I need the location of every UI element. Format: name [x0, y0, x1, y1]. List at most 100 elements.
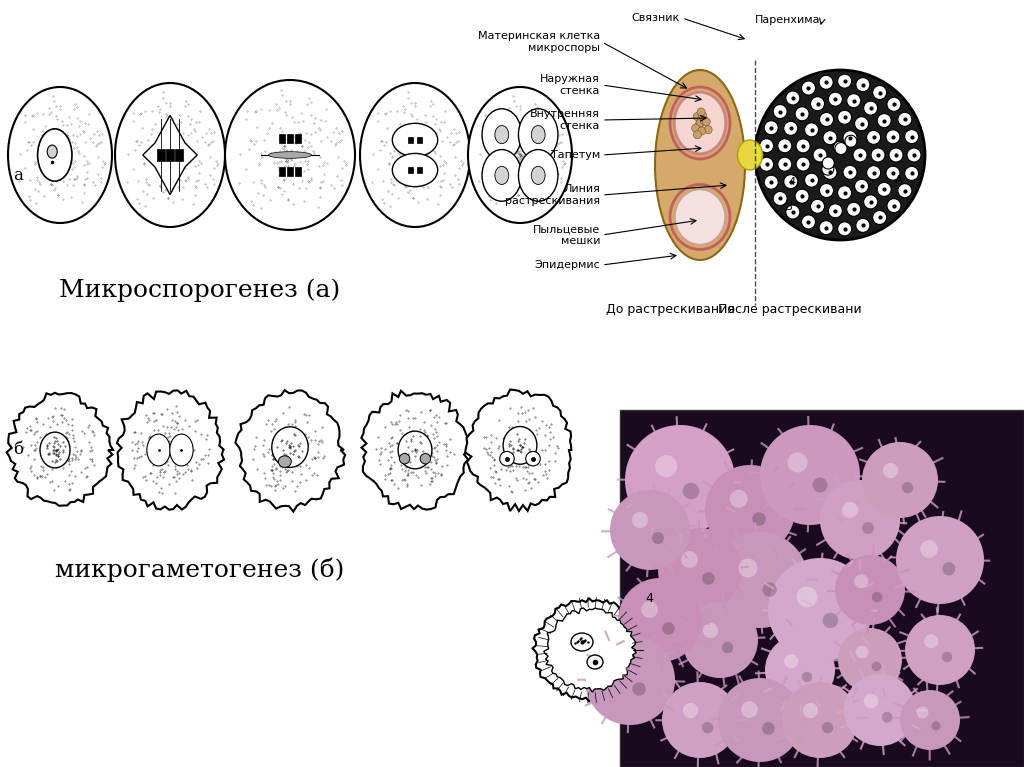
Ellipse shape	[225, 80, 355, 230]
Text: 4: 4	[788, 177, 795, 187]
Circle shape	[925, 634, 938, 648]
Text: Тапетум: Тапетум	[551, 150, 600, 160]
Ellipse shape	[778, 139, 792, 153]
Circle shape	[697, 127, 706, 135]
Ellipse shape	[360, 83, 470, 227]
Text: б: б	[13, 442, 24, 459]
Polygon shape	[236, 390, 345, 512]
Circle shape	[838, 628, 902, 692]
Circle shape	[916, 706, 929, 719]
Circle shape	[585, 635, 675, 725]
Ellipse shape	[795, 189, 809, 203]
Ellipse shape	[271, 426, 308, 467]
Ellipse shape	[811, 97, 824, 110]
Circle shape	[842, 502, 858, 518]
Ellipse shape	[805, 173, 818, 187]
Circle shape	[700, 117, 709, 124]
Circle shape	[693, 130, 701, 139]
Ellipse shape	[843, 130, 857, 145]
Ellipse shape	[518, 109, 558, 160]
Circle shape	[854, 574, 868, 588]
Bar	[295, 134, 301, 143]
Ellipse shape	[503, 426, 537, 464]
Ellipse shape	[838, 222, 852, 236]
Ellipse shape	[828, 204, 843, 218]
Ellipse shape	[795, 107, 809, 120]
Circle shape	[632, 683, 646, 696]
Circle shape	[812, 478, 827, 492]
Circle shape	[655, 456, 677, 477]
Circle shape	[905, 615, 975, 685]
Ellipse shape	[482, 109, 521, 160]
Bar	[295, 167, 301, 176]
Ellipse shape	[802, 81, 815, 95]
Ellipse shape	[655, 70, 745, 260]
Ellipse shape	[872, 85, 887, 100]
Circle shape	[718, 678, 802, 762]
Circle shape	[942, 652, 952, 662]
Circle shape	[822, 722, 834, 733]
Ellipse shape	[819, 113, 834, 127]
Ellipse shape	[907, 148, 921, 162]
Ellipse shape	[823, 130, 837, 145]
Circle shape	[883, 463, 898, 478]
Ellipse shape	[813, 148, 827, 162]
Ellipse shape	[760, 139, 773, 153]
Ellipse shape	[819, 183, 834, 198]
Circle shape	[641, 601, 657, 618]
Circle shape	[835, 555, 905, 625]
Ellipse shape	[531, 166, 545, 184]
Bar	[417, 167, 422, 173]
Ellipse shape	[878, 183, 891, 196]
Circle shape	[896, 516, 984, 604]
Circle shape	[864, 694, 879, 708]
Ellipse shape	[878, 114, 891, 127]
Circle shape	[862, 442, 938, 518]
Polygon shape	[6, 393, 113, 505]
Ellipse shape	[847, 94, 861, 107]
Ellipse shape	[525, 452, 541, 466]
Ellipse shape	[279, 456, 291, 467]
Ellipse shape	[855, 117, 868, 130]
Text: микрогаметогенез (б): микрогаметогенез (б)	[55, 558, 345, 582]
Circle shape	[730, 490, 748, 508]
Ellipse shape	[392, 153, 437, 186]
Ellipse shape	[886, 166, 900, 180]
Circle shape	[705, 126, 712, 133]
Circle shape	[765, 635, 835, 705]
Ellipse shape	[904, 130, 919, 143]
Ellipse shape	[571, 633, 593, 651]
Ellipse shape	[495, 166, 509, 184]
Circle shape	[702, 623, 718, 638]
Text: A: A	[895, 175, 902, 185]
Circle shape	[741, 701, 758, 718]
Text: а: а	[13, 166, 23, 183]
Circle shape	[658, 528, 742, 612]
Circle shape	[784, 654, 799, 668]
Circle shape	[722, 642, 733, 653]
Circle shape	[696, 119, 705, 127]
Ellipse shape	[398, 431, 432, 469]
Circle shape	[762, 722, 775, 735]
Ellipse shape	[500, 452, 514, 466]
Circle shape	[702, 572, 715, 584]
Polygon shape	[532, 598, 647, 701]
Circle shape	[763, 582, 777, 597]
Circle shape	[693, 113, 701, 120]
Circle shape	[797, 587, 817, 607]
Ellipse shape	[838, 110, 852, 124]
Circle shape	[691, 124, 699, 132]
Bar	[408, 137, 413, 143]
Ellipse shape	[760, 157, 773, 171]
Circle shape	[652, 532, 664, 544]
Circle shape	[802, 672, 812, 683]
Ellipse shape	[887, 199, 901, 212]
Bar	[175, 149, 182, 161]
Bar	[417, 137, 422, 143]
Circle shape	[871, 662, 882, 671]
Circle shape	[882, 712, 893, 723]
Bar	[158, 149, 165, 161]
Ellipse shape	[796, 157, 810, 171]
Circle shape	[696, 120, 703, 127]
Ellipse shape	[783, 121, 798, 135]
